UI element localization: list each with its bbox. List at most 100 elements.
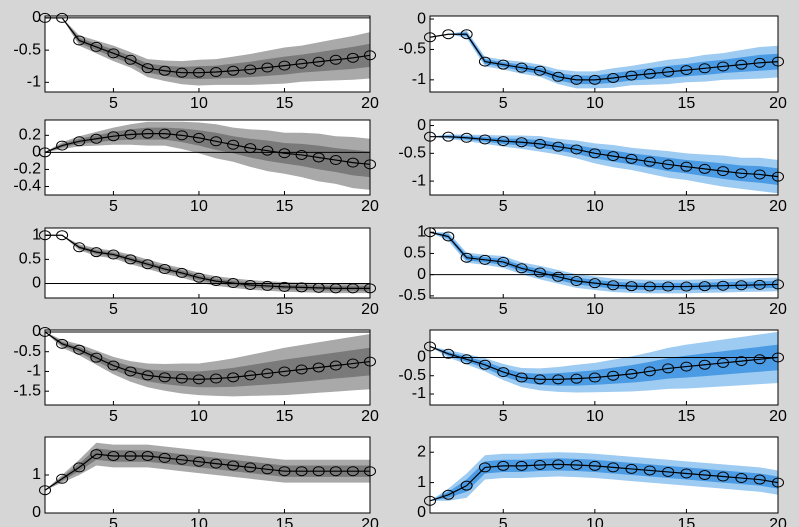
- plot-frame: [429, 15, 779, 93]
- median-marker: [124, 254, 137, 265]
- confidence-band: [430, 135, 778, 185]
- median-marker: [570, 373, 583, 384]
- median-marker: [124, 451, 137, 461]
- plot-frame: [429, 436, 779, 514]
- median-line: [45, 234, 370, 289]
- confidence-band: [45, 17, 370, 80]
- median-marker: [329, 466, 342, 477]
- median-marker: [698, 359, 711, 370]
- median-marker: [192, 456, 205, 467]
- x-tick-label: 20: [769, 516, 787, 527]
- median-marker: [329, 155, 342, 166]
- median-marker: [107, 249, 120, 260]
- median-marker: [607, 370, 620, 381]
- median-line: [430, 463, 778, 502]
- y-tick-label: -1: [27, 74, 41, 91]
- median-marker: [552, 459, 565, 470]
- median-marker: [73, 242, 86, 253]
- median-marker: [570, 74, 583, 85]
- median-marker: [698, 281, 711, 292]
- median-marker: [625, 70, 638, 81]
- median-marker: [442, 231, 455, 242]
- median-marker: [625, 368, 638, 379]
- median-marker: [312, 282, 325, 293]
- median-marker: [442, 348, 455, 359]
- median-marker: [192, 272, 205, 283]
- y-tick-label: 0: [32, 504, 41, 521]
- median-marker: [107, 48, 120, 59]
- median-marker: [460, 252, 473, 263]
- median-marker: [588, 148, 601, 159]
- median-marker: [278, 60, 291, 71]
- median-marker: [753, 474, 766, 485]
- y-tick-label: 0: [417, 504, 426, 521]
- x-tick-label: 15: [678, 95, 696, 112]
- median-marker: [497, 136, 510, 147]
- median-marker: [460, 29, 473, 40]
- median-marker: [312, 362, 325, 373]
- median-marker: [124, 54, 137, 65]
- median-marker: [643, 366, 656, 377]
- median-marker: [643, 68, 656, 79]
- median-line: [430, 345, 778, 380]
- x-tick-label: 5: [499, 516, 508, 527]
- y-tick-label: 0: [417, 117, 426, 134]
- median-marker: [497, 59, 510, 70]
- median-marker: [90, 41, 103, 52]
- median-marker: [735, 59, 748, 70]
- median-marker: [552, 374, 565, 385]
- y-tick-label: 0.5: [404, 245, 426, 262]
- median-marker: [478, 462, 491, 473]
- y-tick-label: 1: [417, 223, 426, 240]
- x-tick-label: 10: [190, 301, 208, 318]
- median-marker: [680, 281, 693, 292]
- confidence-band: [430, 134, 778, 194]
- median-marker: [56, 140, 69, 151]
- median-marker: [662, 281, 675, 292]
- median-marker: [515, 263, 528, 274]
- median-marker: [90, 133, 103, 144]
- x-tick-label: 10: [190, 516, 208, 527]
- median-marker: [607, 462, 620, 473]
- x-tick-label: 20: [361, 301, 379, 318]
- median-marker: [442, 489, 455, 500]
- y-tick-label: -1: [412, 385, 426, 402]
- median-marker: [460, 132, 473, 143]
- median-marker: [717, 280, 730, 291]
- median-marker: [158, 452, 171, 463]
- y-tick-label: -1: [27, 363, 41, 380]
- y-tick-label: 0.5: [19, 251, 41, 268]
- median-marker: [244, 462, 257, 473]
- median-marker: [192, 132, 205, 143]
- y-tick-label: 0: [32, 144, 41, 161]
- median-marker: [312, 56, 325, 67]
- median-marker: [73, 462, 86, 473]
- median-marker: [533, 267, 546, 278]
- y-tick-label: -0.5: [398, 287, 426, 304]
- median-marker: [261, 280, 274, 291]
- x-tick-label: 5: [109, 301, 118, 318]
- median-marker: [346, 466, 359, 477]
- y-tick-label: 1: [417, 474, 426, 491]
- median-line: [45, 17, 370, 74]
- x-tick-label: 15: [276, 95, 294, 112]
- x-tick-label: 10: [190, 408, 208, 425]
- median-marker: [497, 256, 510, 267]
- y-tick-label: -1: [412, 71, 426, 88]
- y-tick-label: -0.5: [398, 41, 426, 58]
- median-marker: [680, 361, 693, 372]
- median-line: [430, 136, 778, 178]
- median-marker: [124, 129, 137, 140]
- x-tick-label: 20: [769, 408, 787, 425]
- median-marker: [478, 359, 491, 370]
- y-tick-label: -0.5: [13, 41, 41, 58]
- median-marker: [192, 374, 205, 385]
- median-marker: [329, 360, 342, 371]
- median-marker: [533, 65, 546, 76]
- median-marker: [497, 460, 510, 471]
- x-tick-label: 15: [276, 408, 294, 425]
- median-marker: [680, 65, 693, 76]
- median-marker: [442, 131, 455, 142]
- y-tick-label: 1: [32, 466, 41, 483]
- median-marker: [478, 134, 491, 145]
